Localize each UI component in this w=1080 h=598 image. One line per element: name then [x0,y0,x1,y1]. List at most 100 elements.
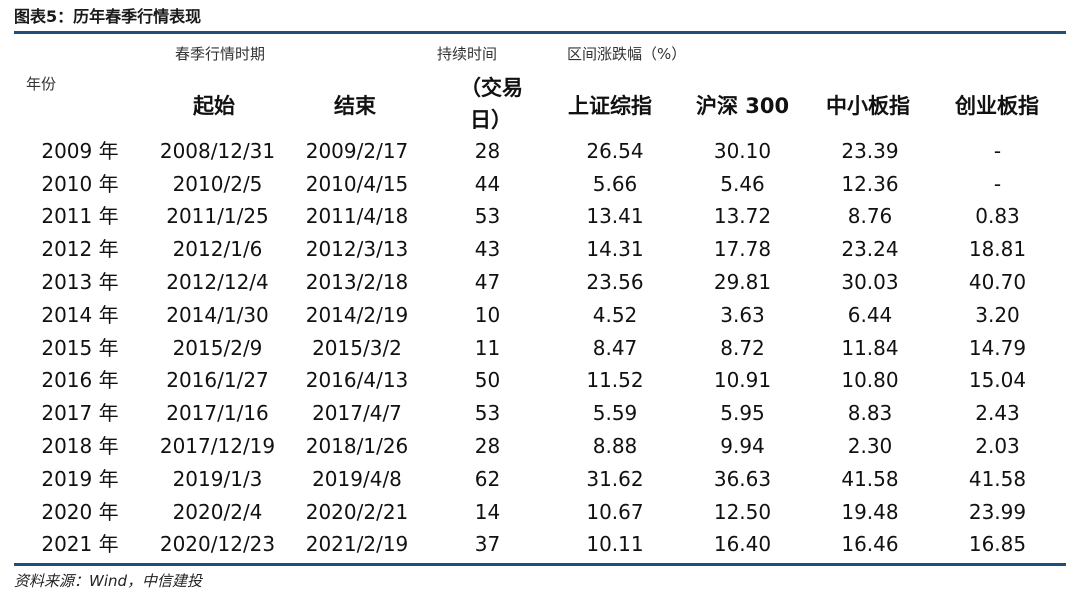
cell-sh: 5.59 [592,401,638,425]
cell-year: 2019 年 [41,467,119,491]
cell-year: 2009 年 [41,139,119,163]
cell-hs300: 16.40 [713,532,772,556]
cell-chinext: - [993,139,1002,163]
table-row: 2018 年 2017/12/19 2018/1/26 28 8.88 9.94… [0,430,1080,463]
table-row: 2016 年 2016/1/27 2016/4/13 50 11.52 10.9… [0,364,1080,397]
cell-sh: 26.54 [586,139,644,163]
cell-sme: 10.80 [841,368,899,392]
cell-hs300: 13.72 [713,204,772,228]
cell-end: 2020/2/21 [305,500,409,524]
cell-days: 50 [474,368,501,392]
cell-chinext: 2.43 [975,401,1020,425]
cell-sme: 11.84 [841,336,899,360]
cell-chinext: 40.70 [968,270,1027,294]
cell-start: 2019/1/3 [172,467,263,491]
cell-year: 2018 年 [41,434,119,458]
cell-start: 2020/2/4 [172,500,263,524]
col-header-sh: 上证综指 [568,94,652,118]
cell-start: 2015/2/9 [172,336,263,360]
cell-days: 53 [474,401,501,425]
cell-chinext: 14.79 [968,336,1027,360]
cell-sh: 5.66 [592,172,638,196]
cell-sh: 31.62 [586,467,644,491]
cell-end: 2016/4/13 [305,368,409,392]
cell-end: 2011/4/18 [305,204,409,228]
range-group-header: 区间涨跌幅（%） [567,45,687,63]
table-row: 2013 年 2012/12/4 2013/2/18 47 23.56 29.8… [0,266,1080,299]
top-rule [14,31,1066,34]
cell-chinext: 0.83 [975,204,1020,228]
cell-end: 2017/4/7 [312,401,402,425]
cell-sme: 16.46 [841,532,899,556]
table-row: 2010 年 2010/2/5 2010/4/15 44 5.66 5.46 1… [0,168,1080,201]
cell-start: 2011/1/25 [166,204,269,228]
cell-hs300: 5.46 [720,172,765,196]
cell-chinext: 41.58 [968,467,1027,491]
col-header-sme: 中小板指 [826,94,910,118]
cell-year: 2017 年 [41,401,119,425]
cell-days: 28 [474,434,501,458]
cell-chinext: 2.03 [975,434,1020,458]
cell-days: 28 [474,139,501,163]
cell-year: 2012 年 [41,237,119,261]
table-row: 2017 年 2017/1/16 2017/4/7 53 5.59 5.95 8… [0,397,1080,430]
cell-days: 53 [474,204,501,228]
period-group-header: 春季行情时期 [175,45,266,63]
cell-sme: 6.44 [847,303,893,327]
cell-end: 2009/2/17 [305,139,409,163]
cell-sh: 23.56 [586,270,644,294]
cell-end: 2013/2/18 [305,270,409,294]
cell-sh: 14.31 [586,237,644,261]
year-header: 年份 [26,75,57,93]
cell-sme: 41.58 [841,467,899,491]
cell-end: 2014/2/19 [305,303,409,327]
cell-days: 14 [474,500,501,524]
cell-sh: 8.88 [592,434,638,458]
cell-sh: 11.52 [586,368,644,392]
cell-hs300: 17.78 [713,237,772,261]
cell-start: 2016/1/27 [166,368,269,392]
cell-year: 2016 年 [41,368,119,392]
table-row: 2011 年 2011/1/25 2011/4/18 53 13.41 13.7… [0,200,1080,233]
cell-year: 2013 年 [41,270,119,294]
cell-days: 37 [474,532,501,556]
table-row: 2020 年 2020/2/4 2020/2/21 14 10.67 12.50… [0,496,1080,529]
cell-chinext: 15.04 [968,368,1027,392]
cell-sh: 10.67 [586,500,644,524]
cell-hs300: 8.72 [720,336,765,360]
cell-chinext: 18.81 [968,237,1027,261]
duration-unit-line1: （交易 [460,76,523,100]
cell-sme: 23.24 [841,237,899,261]
cell-year: 2011 年 [41,204,119,228]
cell-sme: 19.48 [841,500,899,524]
cell-sh: 4.52 [592,303,638,327]
cell-sme: 12.36 [841,172,899,196]
cell-year: 2014 年 [41,303,119,327]
cell-start: 2020/12/23 [159,532,276,556]
cell-start: 2012/12/4 [166,270,269,294]
cell-hs300: 12.50 [713,500,772,524]
cell-days: 11 [474,336,501,360]
cell-chinext: 3.20 [975,303,1020,327]
cell-start: 2017/12/19 [159,434,276,458]
cell-sme: 30.03 [841,270,899,294]
cell-sme: 2.30 [847,434,893,458]
cell-end: 2012/3/13 [305,237,409,261]
cell-end: 2019/4/8 [312,467,402,491]
source-note: 资料来源：Wind，中信建投 [14,572,203,590]
table-row: 2012 年 2012/1/6 2012/3/13 43 14.31 17.78… [0,233,1080,266]
cell-chinext: 16.85 [968,532,1027,556]
cell-hs300: 30.10 [713,139,772,163]
col-header-hs300: 沪深 300 [696,94,790,118]
cell-chinext: 23.99 [968,500,1027,524]
cell-year: 2020 年 [41,500,119,524]
cell-start: 2017/1/16 [166,401,269,425]
cell-days: 62 [474,467,501,491]
cell-sme: 8.76 [847,204,893,228]
cell-sh: 10.11 [586,532,644,556]
cell-start: 2010/2/5 [172,172,263,196]
cell-hs300: 9.94 [720,434,765,458]
table-row: 2015 年 2015/2/9 2015/3/2 11 8.47 8.72 11… [0,332,1080,365]
duration-unit-line2: 日） [470,108,512,132]
end-header: 结束 [334,94,376,118]
